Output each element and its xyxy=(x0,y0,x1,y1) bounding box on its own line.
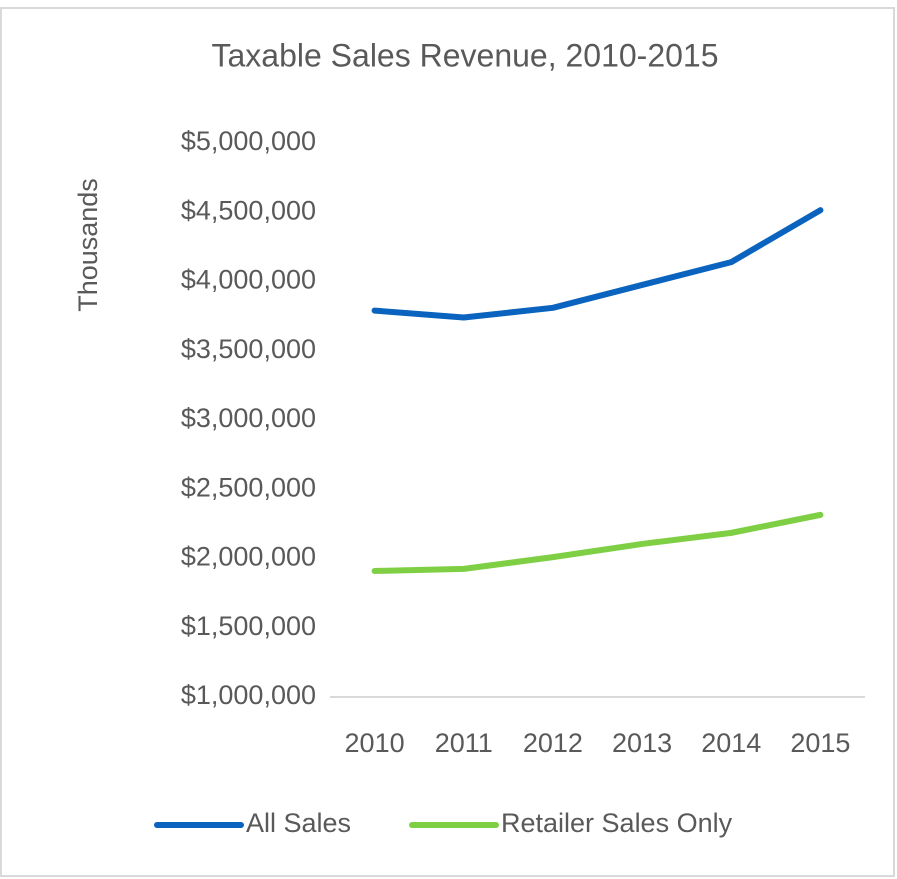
x-tick-label: 2013 xyxy=(612,728,672,758)
x-tick-label: 2015 xyxy=(790,728,850,758)
y-tick-label: $3,500,000 xyxy=(181,334,316,364)
y-tick-label: $3,000,000 xyxy=(181,403,316,433)
y-tick-label: $2,500,000 xyxy=(181,472,316,502)
x-tick-label: 2011 xyxy=(435,728,493,758)
y-tick-label: $1,500,000 xyxy=(181,611,316,641)
y-tick-label: $4,000,000 xyxy=(181,265,316,295)
y-tick-label: $4,500,000 xyxy=(181,195,316,225)
y-tick-label: $2,000,000 xyxy=(181,542,316,572)
y-tick-label: $5,000,000 xyxy=(181,126,316,156)
legend-label: All Sales xyxy=(246,808,351,838)
x-tick-label: 2010 xyxy=(345,728,405,758)
x-tick-label: 2014 xyxy=(701,728,761,758)
line-series xyxy=(371,207,824,321)
legend-label: Retailer Sales Only xyxy=(501,808,733,838)
chart-title: Taxable Sales Revenue, 2010-2015 xyxy=(211,37,718,73)
y-axis-title: Thousands xyxy=(73,178,103,312)
x-tick-label: 2012 xyxy=(523,728,583,758)
line-series xyxy=(371,511,824,574)
chart-border xyxy=(0,7,895,877)
y-tick-label: $1,000,000 xyxy=(181,680,316,710)
